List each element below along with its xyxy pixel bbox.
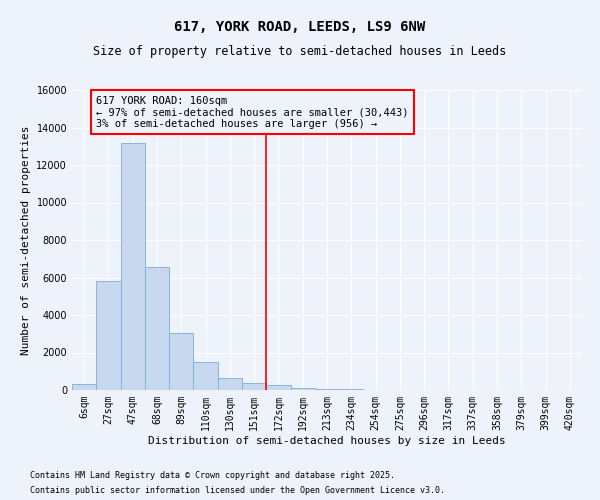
Bar	[72, 384, 96, 390]
Text: Contains HM Land Registry data © Crown copyright and database right 2025.: Contains HM Land Registry data © Crown c…	[30, 471, 395, 480]
X-axis label: Distribution of semi-detached houses by size in Leeds: Distribution of semi-detached houses by …	[148, 436, 506, 446]
Y-axis label: Number of semi-detached properties: Number of semi-detached properties	[21, 125, 31, 355]
Text: Contains public sector information licensed under the Open Government Licence v3: Contains public sector information licen…	[30, 486, 445, 495]
Text: Size of property relative to semi-detached houses in Leeds: Size of property relative to semi-detach…	[94, 45, 506, 58]
Bar	[218, 378, 242, 390]
Bar	[169, 333, 193, 390]
Bar	[145, 267, 169, 390]
Bar	[266, 385, 290, 390]
Bar	[193, 362, 218, 390]
Text: 617, YORK ROAD, LEEDS, LS9 6NW: 617, YORK ROAD, LEEDS, LS9 6NW	[175, 20, 425, 34]
Bar	[96, 281, 121, 390]
Text: 617 YORK ROAD: 160sqm
← 97% of semi-detached houses are smaller (30,443)
3% of s: 617 YORK ROAD: 160sqm ← 97% of semi-deta…	[96, 96, 409, 129]
Bar	[121, 142, 145, 390]
Bar	[242, 383, 266, 390]
Bar	[290, 388, 315, 390]
Bar	[315, 388, 339, 390]
